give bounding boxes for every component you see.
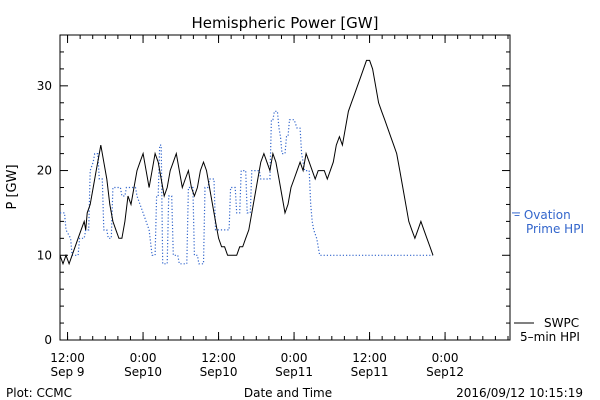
x-tick-label-time: 0:00 bbox=[432, 351, 459, 365]
series-ovation-line bbox=[60, 110, 433, 265]
x-tick-label-date: Sep 9 bbox=[51, 365, 85, 379]
x-tick-label-date: Sep11 bbox=[351, 365, 389, 379]
x-tick-label-time: 12:00 bbox=[352, 351, 387, 365]
legend-ovation-line1: – Ovation bbox=[514, 208, 571, 222]
plot-credit: Plot: CCMC bbox=[6, 386, 72, 400]
x-tick-label-date: Sep12 bbox=[426, 365, 464, 379]
legend-swpc: SWPC 5–min HPI bbox=[514, 316, 580, 344]
legend-swpc-line2: 5–min HPI bbox=[520, 330, 580, 344]
x-tick-label-date: Sep11 bbox=[275, 365, 313, 379]
x-tick-label-time: 0:00 bbox=[281, 351, 308, 365]
x-tick-label-time: 12:00 bbox=[50, 351, 85, 365]
x-tick-label-date: Sep10 bbox=[200, 365, 238, 379]
x-tick-label-date: Sep10 bbox=[124, 365, 162, 379]
x-axis-label: Date and Time bbox=[244, 386, 332, 400]
series-swpc-line bbox=[59, 59, 434, 266]
y-axis-label: P [GW] bbox=[5, 164, 20, 209]
legend-swpc-line1: SWPC bbox=[544, 316, 579, 330]
chart-title: Hemispheric Power [GW] bbox=[192, 14, 379, 32]
plot-frame bbox=[59, 34, 511, 341]
y-tick-label: 0 bbox=[44, 333, 52, 347]
y-tick-label: 10 bbox=[37, 248, 52, 262]
legend-ovation-line2: Prime HPI bbox=[526, 222, 584, 236]
series-layer bbox=[59, 59, 434, 266]
y-axis: 0 10 20 30 bbox=[37, 34, 510, 347]
x-tick-label-time: 0:00 bbox=[130, 351, 157, 365]
legend-ovation-prime: – Ovation Prime HPI bbox=[512, 208, 584, 236]
x-tick-label-time: 12:00 bbox=[201, 351, 236, 365]
plot-timestamp: 2016/09/12 10:15:19 bbox=[456, 386, 583, 400]
y-tick-label: 20 bbox=[37, 164, 52, 178]
y-tick-label: 30 bbox=[37, 79, 52, 93]
